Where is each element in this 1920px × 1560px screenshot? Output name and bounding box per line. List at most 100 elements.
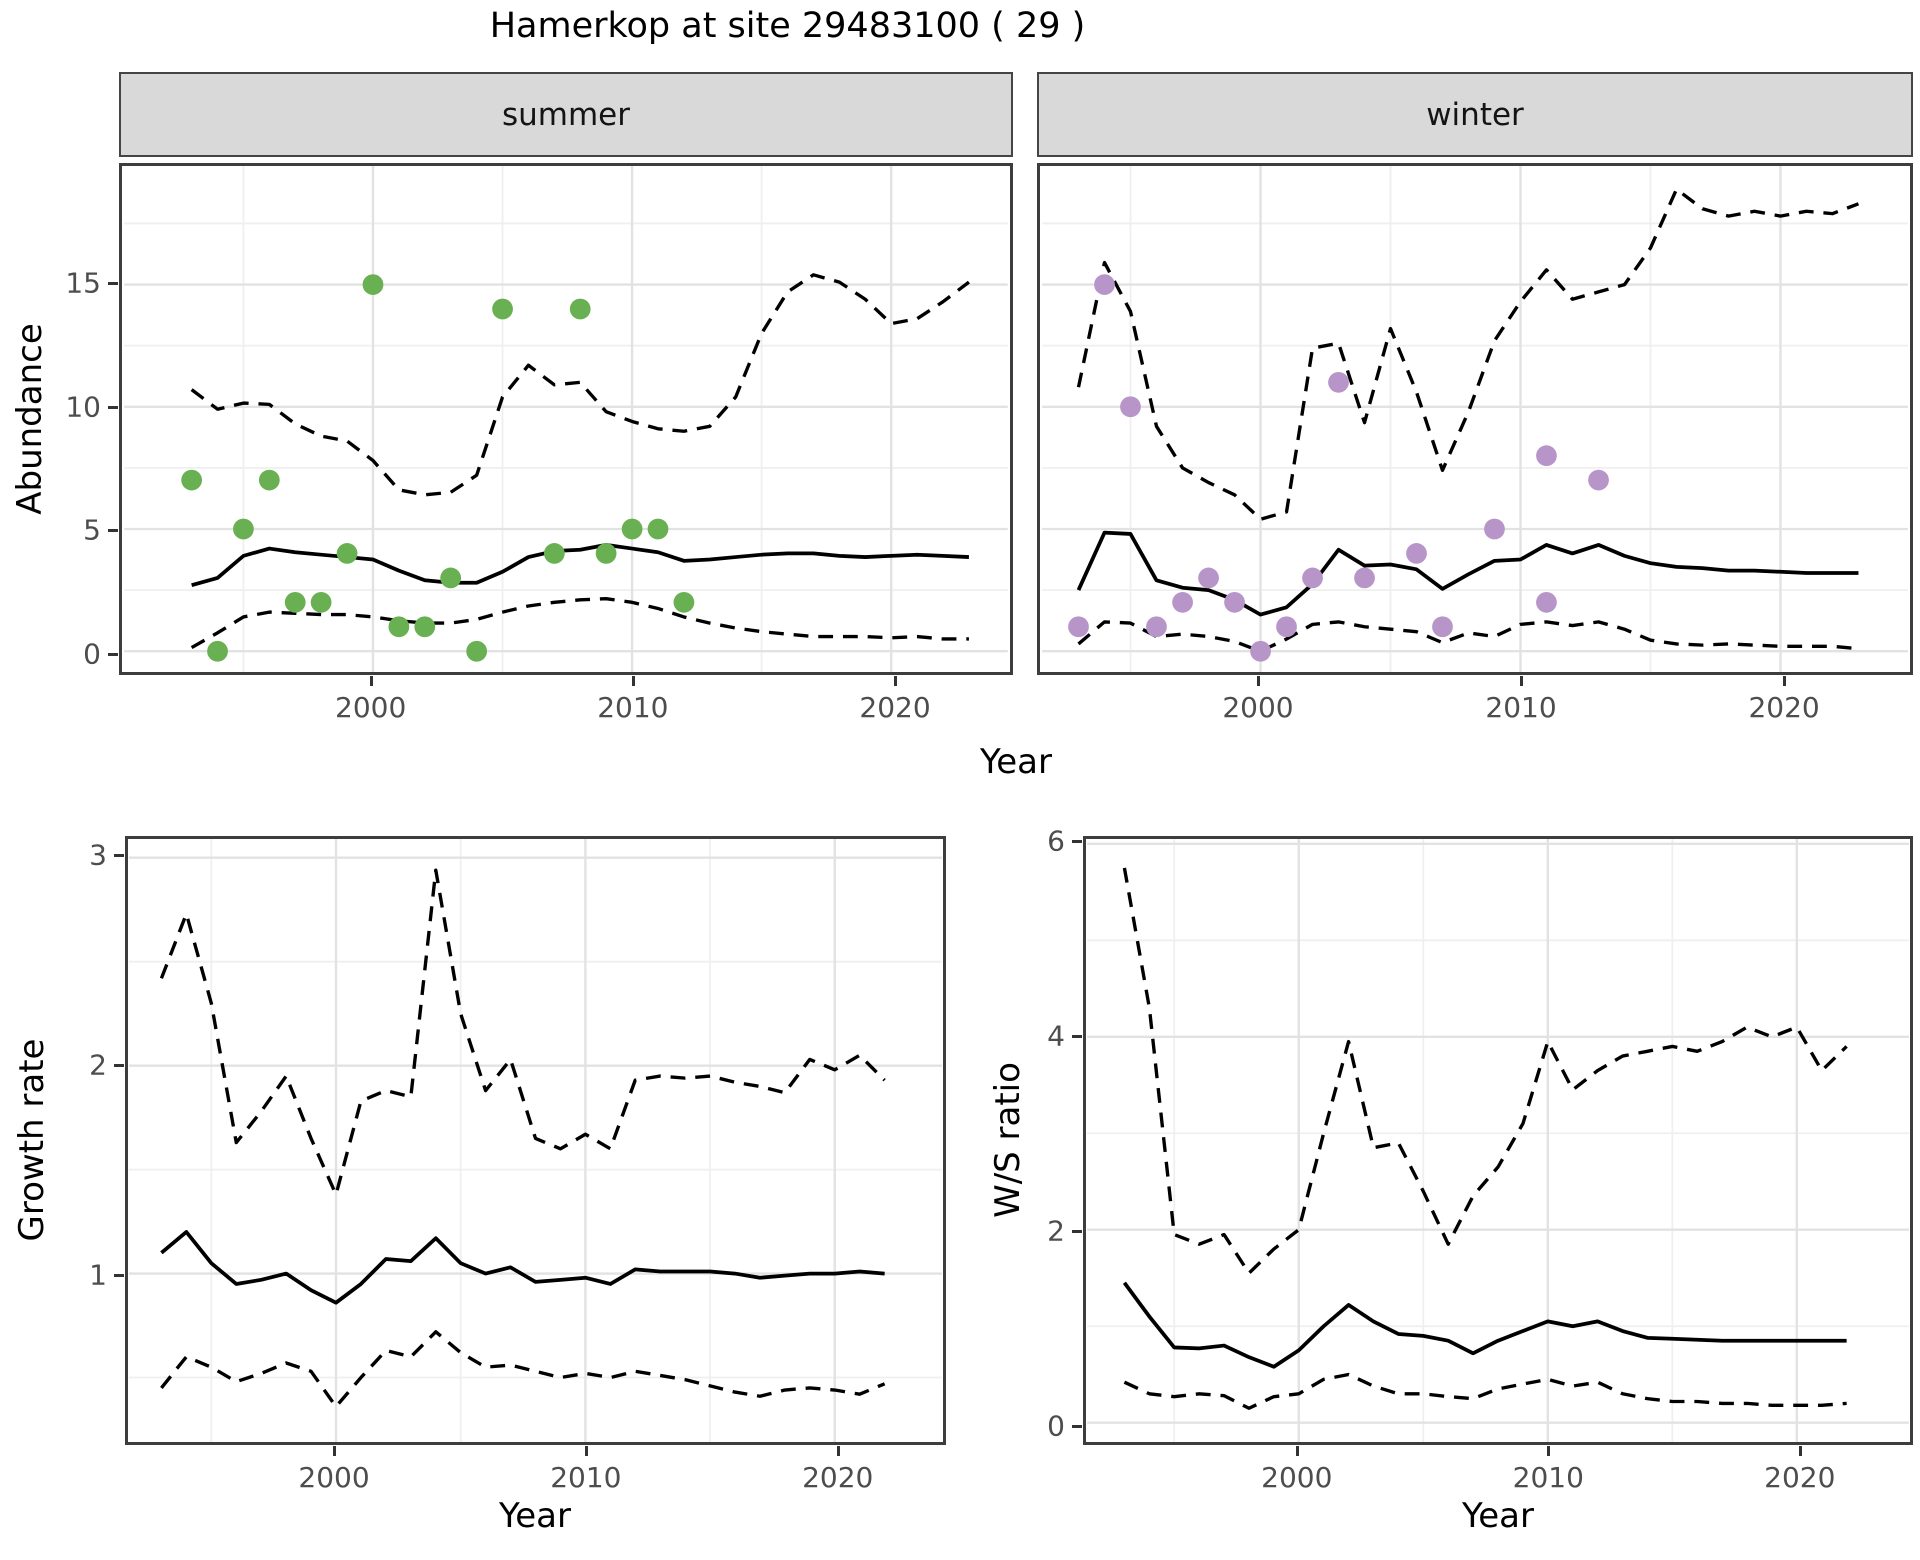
axis-tick-mark [114,1063,124,1067]
growth-rate-axis-title: Growth rate [12,1038,52,1242]
year-axis-title-ws: Year [1462,1496,1534,1536]
year-axis-title-growth: Year [499,1496,571,1536]
axis-tick-mark [114,853,124,857]
axis-tick-mark [108,281,118,285]
axis-tick-mark [584,1446,588,1456]
summer-abundance-point [569,298,591,320]
summer-abundance-point [595,543,617,564]
tick-label: 2010 [1512,1461,1584,1494]
winter-abundance-point [1432,616,1453,638]
summer-abundance-point [414,616,436,638]
ws-ratio-axis-title: W/S ratio [988,1062,1028,1218]
tick-label: 2000 [1261,1461,1333,1494]
summer-abundance-point [543,543,565,564]
axis-tick-mark [1295,1446,1299,1456]
axis-tick-mark [1783,676,1787,686]
tick-label: 0 [1047,1409,1065,1442]
tick-label: 2 [89,1048,107,1082]
axis-tick-mark [1072,1229,1082,1233]
axis-tick-mark [1547,1446,1551,1456]
winter-abundance-point [1224,591,1245,613]
winter-abundance-point [1068,616,1089,638]
tick-label: 2000 [298,1461,370,1494]
facet-strip-summer: summer [119,72,1013,157]
facet-strip-summer-label: summer [501,96,630,133]
axis-tick-mark [1520,676,1524,686]
winter-abundance-point [1536,445,1557,467]
summer-abundance-median-line [191,543,970,588]
summer-abundance-point [647,518,669,540]
winter-abundance-point [1588,469,1609,491]
summer-abundance-point [284,591,306,613]
facet-strip-winter: winter [1037,72,1913,157]
summer-abundance-point [310,591,332,613]
winter-abundance-point [1302,567,1323,589]
summer-abundance-lower95-line [190,596,969,650]
axis-tick-mark [836,1446,840,1456]
plot-title: Hamerkop at site 29483100 ( 29 ) [489,6,1086,46]
winter-abundance-median-line [1076,530,1859,617]
axis-tick-mark [108,652,118,656]
axis-tick-mark [369,676,373,686]
summer-abundance-point [181,469,203,491]
winter-abundance-point [1406,543,1427,564]
summer-abundance-point [673,591,695,613]
winter-abundance-point [1146,616,1167,638]
facet-strip-winter-label: winter [1426,96,1524,133]
summer-abundance-point [233,518,254,540]
summer-abundance-point [362,274,384,295]
tick-label: 2 [1047,1214,1065,1248]
tick-label: 2010 [1485,691,1557,724]
summer-abundance-point [336,543,358,564]
axis-tick-mark [1072,1034,1082,1038]
winter-abundance-point [1120,396,1141,418]
summer-abundance-point [466,640,488,662]
winter-abundance-point [1484,518,1505,540]
tick-label: 2020 [1764,1461,1836,1494]
summer-abundance-point [258,469,280,491]
tick-label: 2020 [802,1461,874,1494]
winter-abundance-point [1328,371,1349,393]
summer-abundance-point [621,518,643,540]
tick-label: 3 [89,838,107,872]
axis-tick-mark [108,529,118,533]
tick-label: 2020 [1748,691,1820,724]
axis-tick-mark [333,1446,337,1456]
winter-abundance-point [1250,640,1271,662]
axis-tick-mark [114,1273,124,1277]
ws-ratio-median-line [1122,1281,1847,1369]
tick-label: 5 [83,513,101,547]
axis-tick-mark [894,676,898,686]
summer-abundance-upper95-line [190,273,970,497]
abundance-axis-title: Abundance [10,323,50,515]
winter-abundance-point [1276,616,1297,638]
winter-abundance-point [1354,567,1375,589]
axis-tick-mark [1072,839,1082,843]
summer-abundance-point [207,640,228,662]
winter-abundance-point [1536,591,1557,613]
summer-abundance-panel [119,163,1013,675]
tick-label: 2010 [597,691,669,724]
summer-abundance-point [492,298,513,320]
summer-abundance-point [388,616,410,638]
growth-rate-lower95-line [160,1330,886,1409]
tick-label: 2020 [859,691,931,724]
axis-tick-mark [1256,676,1260,686]
ws-ratio-panel [1083,836,1913,1445]
axis-tick-mark [108,405,118,409]
tick-label: 2000 [1222,691,1294,724]
winter-abundance-point [1172,591,1193,613]
growth-rate-upper95-line [159,868,886,1197]
tick-label: 2010 [550,1461,622,1494]
tick-label: 6 [1047,824,1065,858]
axis-tick-mark [1072,1424,1082,1428]
winter-abundance-panel [1037,163,1913,675]
tick-label: 1 [89,1258,107,1292]
summer-abundance-point [440,567,462,589]
tick-label: 0 [83,637,101,671]
growth-rate-panel [125,836,946,1445]
year-axis-title-top: Year [980,742,1052,782]
tick-label: 4 [1047,1019,1065,1053]
axis-tick-mark [1798,1446,1802,1456]
